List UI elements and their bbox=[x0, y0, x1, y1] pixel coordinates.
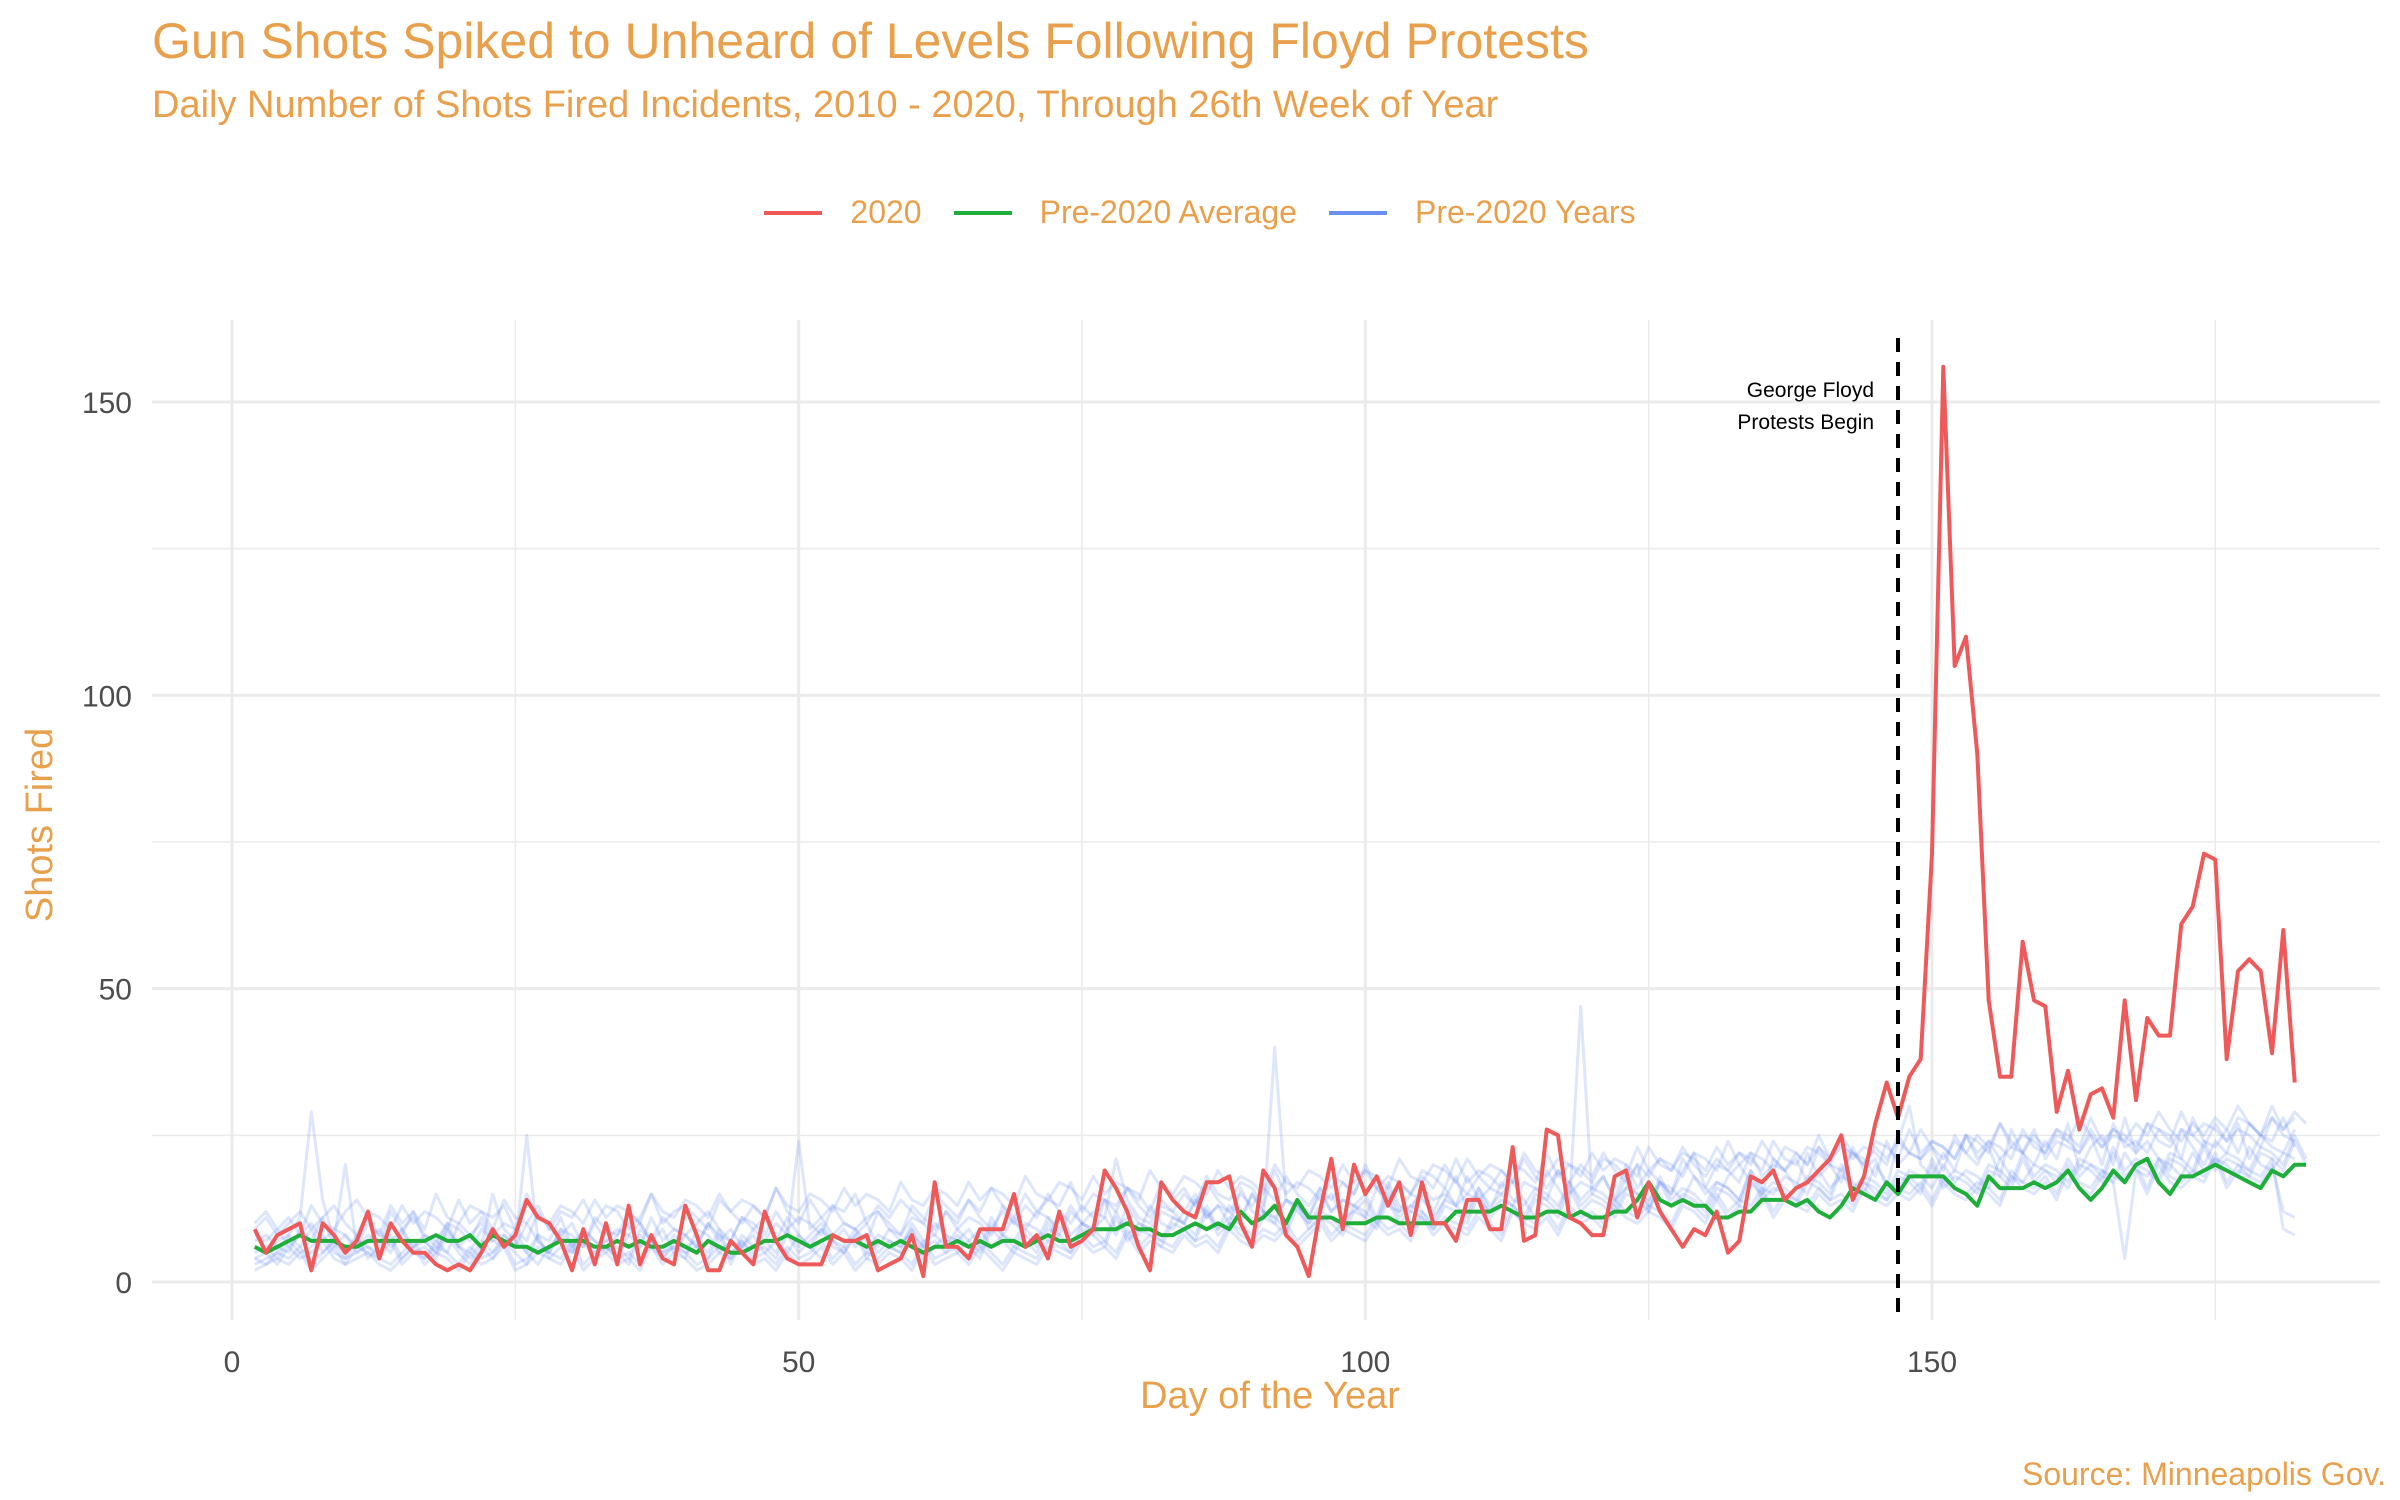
legend-swatch-2020 bbox=[764, 210, 823, 215]
annotation-line1: George Floyd bbox=[1747, 379, 1874, 402]
pre-2020-year-line bbox=[254, 1116, 2297, 1255]
series-2020 bbox=[252, 364, 2297, 1279]
y-tick-label: 100 bbox=[82, 680, 132, 713]
grid bbox=[152, 320, 2380, 1320]
x-tick-label: 150 bbox=[1907, 1346, 1957, 1379]
pre-2020-years-series bbox=[253, 1004, 2308, 1272]
legend-item-pre2020: Pre-2020 Years bbox=[1328, 194, 1636, 231]
pre-2020-year-line bbox=[254, 1104, 2308, 1249]
y-axis-title: Shots Fired bbox=[19, 728, 61, 922]
x-tick-label: 50 bbox=[782, 1346, 815, 1379]
axis-ticks: 0 50 100 150 0 50 100 150 bbox=[82, 387, 1957, 1379]
legend: 2020 Pre-2020 Average Pre-2020 Years bbox=[0, 194, 2400, 231]
legend-item-2020: 2020 bbox=[764, 194, 922, 231]
y-tick-label: 0 bbox=[115, 1267, 132, 1300]
y-tick-label: 150 bbox=[82, 387, 132, 420]
protest-annotation: George Floyd Protests Begin bbox=[1737, 338, 1900, 1320]
legend-swatch-average bbox=[953, 210, 1012, 215]
source-caption: Source: Minneapolis Gov. bbox=[2021, 1456, 2386, 1492]
legend-label-average: Pre-2020 Average bbox=[1039, 194, 1297, 230]
chart-title: Gun Shots Spiked to Unheard of Levels Fo… bbox=[152, 13, 1589, 69]
legend-swatch-pre2020 bbox=[1328, 210, 1387, 215]
x-axis-title: Day of the Year bbox=[1140, 1375, 1400, 1417]
pre-2020-year-line bbox=[254, 1139, 2296, 1255]
pre-2020-year-line bbox=[253, 1104, 2296, 1237]
chart-subtitle: Daily Number of Shots Fired Incidents, 2… bbox=[152, 84, 1499, 126]
legend-label-pre2020: Pre-2020 Years bbox=[1414, 194, 1636, 230]
y-tick-label: 50 bbox=[99, 974, 132, 1007]
x-tick-label: 100 bbox=[1340, 1346, 1390, 1379]
legend-label-2020: 2020 bbox=[850, 194, 922, 230]
x-tick-label: 0 bbox=[224, 1346, 241, 1379]
line-2020 bbox=[252, 364, 2297, 1279]
pre-2020-year-line bbox=[253, 1116, 2296, 1237]
legend-item-average: Pre-2020 Average bbox=[953, 194, 1297, 231]
pre-2020-year-line bbox=[254, 1004, 2297, 1266]
annotation-line2: Protests Begin bbox=[1737, 411, 1874, 434]
